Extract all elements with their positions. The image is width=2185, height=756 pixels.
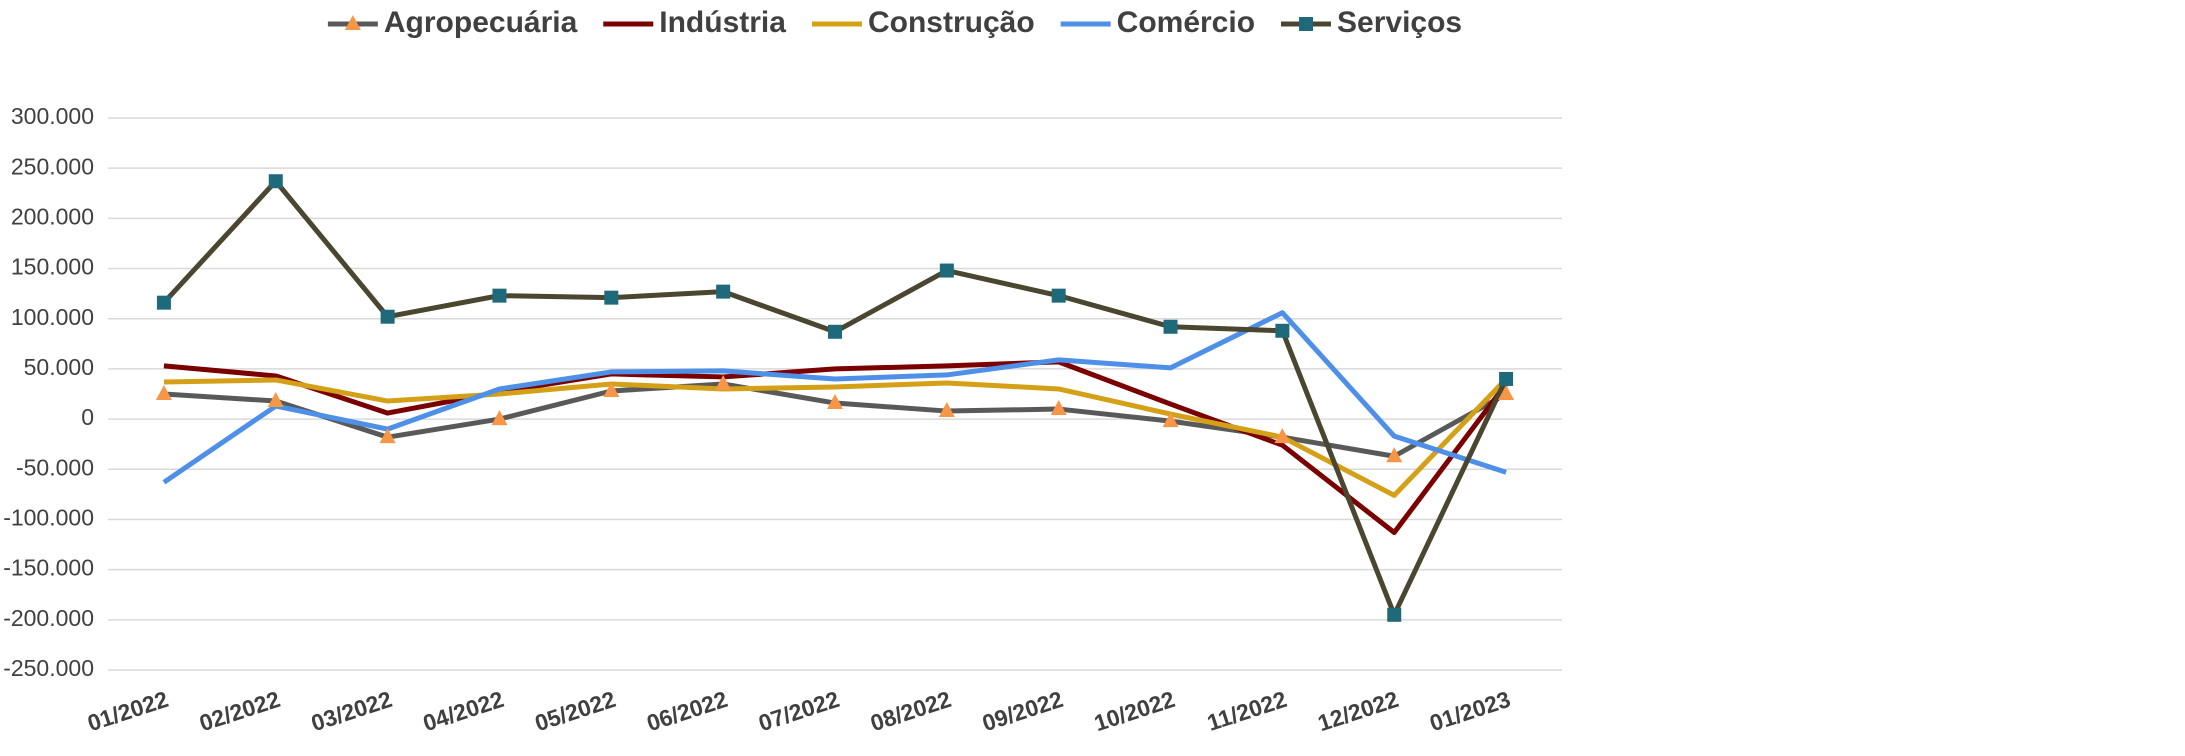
x-tick-label: 12/2022 xyxy=(1315,686,1402,736)
marker xyxy=(268,174,283,189)
marker xyxy=(939,263,954,278)
y-tick-label: 0 xyxy=(81,404,94,430)
y-tick-label: 300.000 xyxy=(11,103,94,129)
x-tick-label: 05/2022 xyxy=(532,686,619,736)
marker xyxy=(716,284,731,299)
x-tick-label: 10/2022 xyxy=(1091,686,1178,736)
y-tick-label: -200.000 xyxy=(3,605,94,631)
y-tick-label: -150.000 xyxy=(3,555,94,581)
marker xyxy=(603,381,620,397)
marker xyxy=(828,324,842,339)
marker xyxy=(1163,319,1178,334)
y-tick-label: -100.000 xyxy=(3,505,94,531)
marker xyxy=(1499,371,1514,386)
marker xyxy=(1274,428,1291,444)
y-tick-label: 50.000 xyxy=(24,354,94,380)
legend-label: Agropecuária xyxy=(384,6,578,39)
x-tick-label: 08/2022 xyxy=(867,686,954,736)
legend-label: Construção xyxy=(868,6,1035,39)
x-tick-label: 07/2022 xyxy=(755,686,842,736)
x-tick-label: 01/2023 xyxy=(1426,686,1513,736)
marker xyxy=(1498,385,1515,400)
marker xyxy=(267,392,284,408)
marker xyxy=(715,374,732,390)
legend-label: Comércio xyxy=(1117,6,1255,39)
y-tick-label: 100.000 xyxy=(11,304,94,330)
y-tick-label: -250.000 xyxy=(3,655,94,681)
y-tick-label: -50.000 xyxy=(16,454,94,480)
marker xyxy=(938,402,955,418)
legend-label: Serviços xyxy=(1337,6,1462,39)
marker xyxy=(827,394,843,410)
marker xyxy=(1387,607,1402,622)
x-tick-label: 03/2022 xyxy=(308,686,395,736)
marker xyxy=(1051,288,1066,303)
marker xyxy=(1386,447,1403,463)
x-tick-label: 06/2022 xyxy=(643,686,730,736)
series-line xyxy=(163,359,1509,536)
x-tick-label: 04/2022 xyxy=(420,686,507,736)
marker xyxy=(156,295,171,310)
legend: Agropecuária Indústria Construção Comércio S… xyxy=(327,6,1462,39)
x-tick-label: 01/2022 xyxy=(84,686,171,736)
marker xyxy=(492,288,507,303)
x-tick-label: 02/2022 xyxy=(196,686,283,736)
x-tick-label: 09/2022 xyxy=(979,686,1066,736)
marker xyxy=(1162,412,1179,428)
marker xyxy=(155,385,172,400)
marker xyxy=(1275,323,1290,338)
y-tick-label: 200.000 xyxy=(11,203,94,229)
y-tick-label: 250.000 xyxy=(11,153,94,179)
marker xyxy=(380,309,395,324)
marker xyxy=(491,410,508,426)
marker xyxy=(604,290,619,305)
legend-marker xyxy=(1299,17,1314,31)
y-tick-label: 150.000 xyxy=(11,254,94,280)
x-tick-label: 11/2022 xyxy=(1204,686,1290,736)
marker xyxy=(379,428,396,444)
marker xyxy=(1050,400,1067,416)
legend-marker xyxy=(344,15,361,30)
legend-label: Indústria xyxy=(659,6,786,39)
